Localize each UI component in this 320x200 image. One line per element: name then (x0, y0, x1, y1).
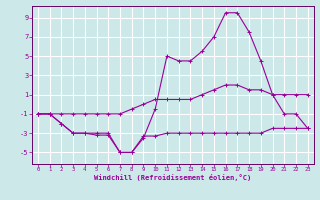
X-axis label: Windchill (Refroidissement éolien,°C): Windchill (Refroidissement éolien,°C) (94, 174, 252, 181)
